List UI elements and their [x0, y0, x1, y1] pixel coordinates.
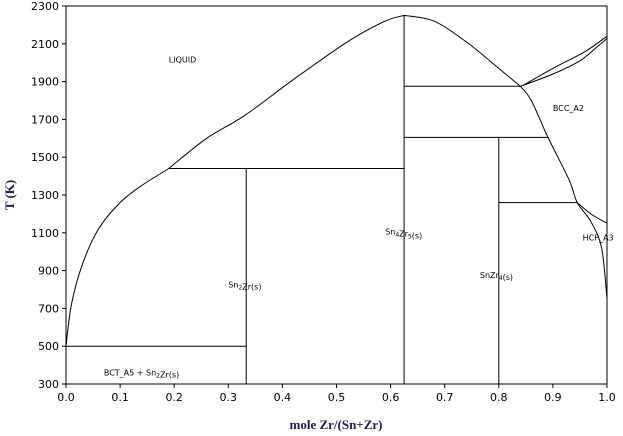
phase-label-1: BCC_A2 [553, 104, 584, 113]
x-tick-label-2: 0.2 [165, 391, 183, 404]
phase-boundary-5 [522, 35, 608, 86]
x-tick-label-3: 0.3 [220, 391, 238, 404]
y-tick-label-2: 700 [38, 302, 59, 315]
y-tick-label-10: 2300 [31, 0, 59, 13]
x-tick-label-9: 0.9 [544, 391, 562, 404]
x-tick-label-1: 0.1 [111, 391, 129, 404]
phase-boundary-1 [168, 14, 405, 169]
x-tick-label-4: 0.4 [274, 391, 292, 404]
plot-area: 0.0 0.1 0.2 0.3 0.4 0.5 0.6 0.7 0.8 0.9 1.0 300 500 7… [31, 0, 616, 404]
phase-boundary-4 [520, 38, 608, 87]
y-tick-label-7: 1700 [31, 113, 59, 126]
x-tick-label-10: 1.0 [598, 391, 616, 404]
x-tick-label-7: 0.7 [436, 391, 454, 404]
phase-label-6: BCT_A5 + Sn2Zr(s) [104, 368, 179, 379]
phase-label-3: Sn4Zr5(s) [385, 228, 422, 241]
y-tick-label-1: 500 [38, 340, 59, 353]
x-tick-label-0: 0.0 [57, 391, 75, 404]
y-tick-label-8: 1900 [31, 76, 59, 89]
plot-frame [65, 5, 608, 385]
x-tick-label-5: 0.5 [328, 391, 346, 404]
phase-boundary-2 [404, 14, 521, 87]
phase-boundary-3 [520, 85, 608, 299]
y-tick-label-3: 900 [38, 265, 59, 278]
y-axis-title: T (K) [2, 180, 17, 210]
x-tick-label-8: 0.8 [490, 391, 508, 404]
x-tick-label-6: 0.6 [382, 391, 400, 404]
y-tick-label-5: 1300 [31, 189, 59, 202]
y-tick-label-9: 2100 [31, 38, 59, 51]
phase-label-0: LIQUID [169, 56, 197, 65]
y-tick-label-0: 300 [38, 378, 59, 391]
phase-label-2: HCP_A3 [583, 233, 614, 242]
y-tick-label-4: 1100 [31, 227, 59, 240]
phase-label-4: Sn2Zr(s) [228, 281, 261, 292]
phase-boundary-6 [576, 202, 608, 224]
x-axis-title: mole Zr/(Sn+Zr) [290, 417, 383, 432]
phase-label-5: SnZr4(s) [480, 271, 513, 282]
y-tick-label-6: 1500 [31, 151, 59, 164]
phase-boundary-0 [65, 168, 170, 347]
